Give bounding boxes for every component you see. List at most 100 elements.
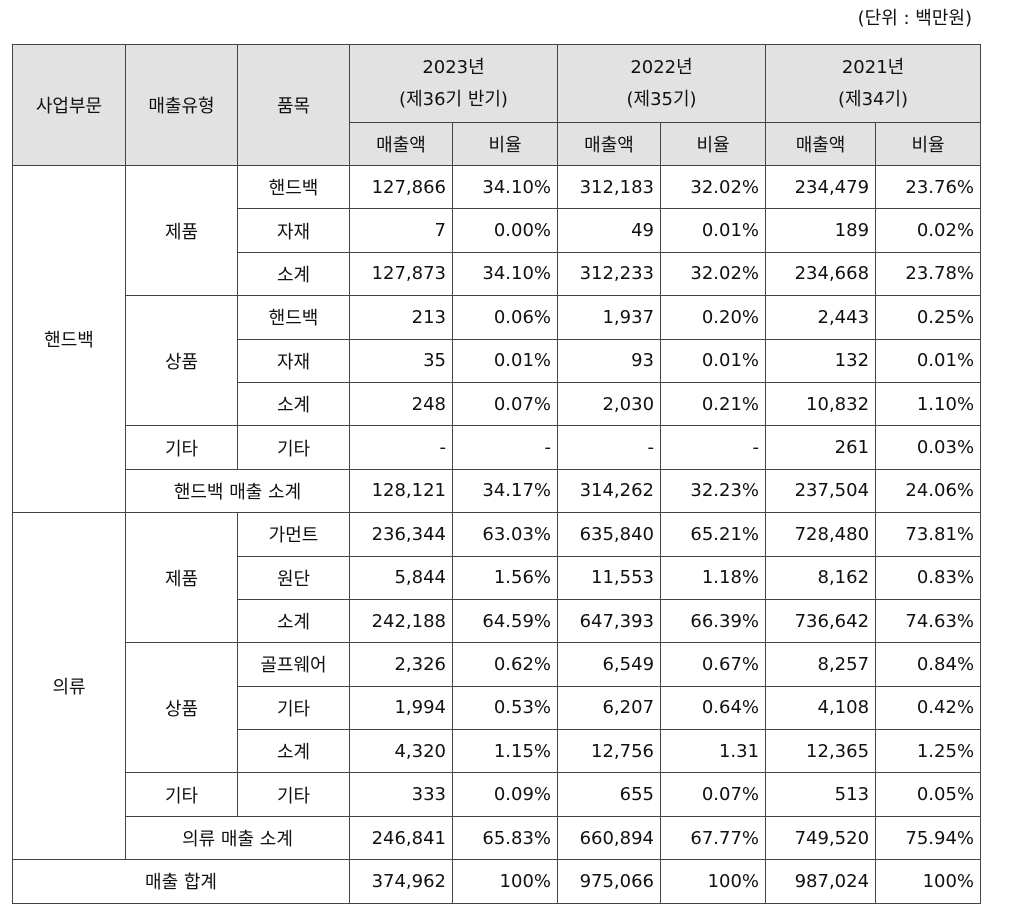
header-row: 매출액 비율 매출액 비율 매출액 비율: [13, 122, 982, 166]
body-row: 자재 35 0.01% 93 0.01% 132 0.01%: [13, 338, 982, 383]
table-body: 핸드백 제품 핸드백 127,866 34.10% 312,183 32.02% 234,47…: [12, 164, 982, 904]
value-cell: 635,840: [557, 512, 662, 557]
value-cell: 10,832: [765, 381, 877, 427]
type-cell: 상품: [125, 642, 238, 774]
value-cell: 65.21%: [660, 512, 767, 557]
value-cell: 63.03%: [451, 512, 559, 557]
value-cell: 0.07%: [660, 772, 767, 817]
value-cell: 32.23%: [660, 468, 767, 514]
value-cell: 8,162: [765, 555, 877, 600]
value-cell: 736,642: [765, 598, 877, 644]
value-cell: 11,553: [557, 555, 662, 600]
value-cell: 67.77%: [660, 815, 767, 861]
value-cell: 0.06%: [451, 295, 559, 340]
value-cell: 0.53%: [451, 685, 559, 731]
item-cell: 원단: [237, 555, 350, 600]
value-cell: 32.02%: [660, 164, 767, 210]
value-cell: 234,479: [765, 164, 877, 210]
value-cell: 32.02%: [660, 251, 767, 297]
value-cell: 1,937: [557, 295, 662, 340]
value-cell: 0.21%: [660, 381, 767, 427]
body-row: 기타 1,994 0.53% 6,207 0.64% 4,108 0.42%: [13, 685, 982, 731]
value-cell: 0.00%: [451, 208, 559, 253]
subtotal-row: 핸드백 매출 소계 128,121 34.17% 314,262 32.23% 237,5…: [13, 468, 982, 514]
item-cell: 골프웨어: [237, 642, 350, 687]
sales-table: 사업부문 매출유형 품목 2023년 (제36기 반기) 2022년 (제35기) 2021년…: [12, 44, 982, 904]
value-cell: 0.64%: [660, 685, 767, 731]
value-cell: 0.03%: [875, 425, 982, 470]
value-cell: 6,207: [557, 685, 662, 731]
value-cell: 34.10%: [451, 251, 559, 297]
body-row: 소계 242,188 64.59% 647,393 66.39% 736,642 74.63…: [13, 598, 982, 644]
value-cell: -: [557, 425, 662, 470]
value-cell: 1.18%: [660, 555, 767, 600]
value-cell: 314,262: [557, 468, 662, 514]
body-row: 상품 골프웨어 2,326 0.62% 6,549 0.67% 8,257 0.84%: [13, 642, 982, 774]
period-header: 2023년 (제36기 반기): [348, 44, 559, 123]
value-cell: 100%: [451, 859, 559, 904]
value-cell: 1.56%: [451, 555, 559, 600]
value-cell: 127,866: [349, 164, 453, 210]
item-cell: 기타: [237, 772, 350, 817]
item-cell: 자재: [237, 338, 350, 383]
sub-header: 비율: [451, 122, 559, 166]
item-cell: 소계: [237, 598, 350, 644]
segment-cell: 의류: [12, 512, 126, 861]
value-cell: 75.94%: [875, 815, 982, 861]
value-cell: 12,365: [765, 729, 877, 774]
value-cell: 0.67%: [660, 642, 767, 687]
value-cell: 0.07%: [451, 381, 559, 427]
item-cell: 기타: [237, 425, 350, 470]
total-label: 매출 합계: [12, 859, 350, 904]
item-cell: 핸드백: [237, 164, 350, 210]
value-cell: 728,480: [765, 512, 877, 557]
sub-header: 매출액: [765, 122, 877, 166]
value-cell: 0.01%: [451, 338, 559, 383]
period-year: 2023년: [422, 56, 485, 78]
segment-cell: 핸드백: [12, 164, 126, 514]
period-label: (제36기 반기): [399, 88, 508, 110]
value-cell: 0.02%: [875, 208, 982, 253]
value-cell: 93: [557, 338, 662, 383]
value-cell: 0.01%: [875, 338, 982, 383]
value-cell: -: [349, 425, 453, 470]
value-cell: 1.25%: [875, 729, 982, 774]
value-cell: 0.42%: [875, 685, 982, 731]
item-cell: 기타: [237, 685, 350, 731]
value-cell: 1.31: [660, 729, 767, 774]
item-cell: 소계: [237, 381, 350, 427]
type-cell: 제품: [125, 164, 238, 297]
period-header: 2022년 (제35기): [557, 44, 767, 123]
value-cell: 189: [765, 208, 877, 253]
total-row: 매출 합계 374,962 100% 975,066 100% 987,024 100%: [12, 859, 982, 904]
table-header: 사업부문 매출유형 품목 2023년 (제36기 반기) 2022년 (제35기) 2021년…: [12, 44, 982, 166]
value-cell: 749,520: [765, 815, 877, 861]
value-cell: 2,030: [557, 381, 662, 427]
value-cell: 23.78%: [875, 251, 982, 297]
value-cell: 6,549: [557, 642, 662, 687]
value-cell: 12,756: [557, 729, 662, 774]
value-cell: 128,121: [349, 468, 453, 514]
value-cell: 74.63%: [875, 598, 982, 644]
value-cell: 4,320: [349, 729, 453, 774]
value-cell: 0.09%: [451, 772, 559, 817]
value-cell: 0.84%: [875, 642, 982, 687]
value-cell: 647,393: [557, 598, 662, 644]
item-cell: 가먼트: [237, 512, 350, 557]
body-row: 원단 5,844 1.56% 11,553 1.18% 8,162 0.83%: [13, 555, 982, 600]
value-cell: 242,188: [349, 598, 453, 644]
value-cell: 213: [349, 295, 453, 340]
value-cell: 312,233: [557, 251, 662, 297]
value-cell: 246,841: [349, 815, 453, 861]
type-cell: 기타: [125, 425, 238, 470]
value-cell: -: [660, 425, 767, 470]
value-cell: 248: [349, 381, 453, 427]
subtotal-label: 의류 매출 소계: [125, 815, 350, 861]
value-cell: 0.05%: [875, 772, 982, 817]
value-cell: 0.83%: [875, 555, 982, 600]
value-cell: 65.83%: [451, 815, 559, 861]
column-header: 매출유형: [125, 44, 238, 166]
item-cell: 핸드백: [237, 295, 350, 340]
item-cell: 소계: [237, 729, 350, 774]
